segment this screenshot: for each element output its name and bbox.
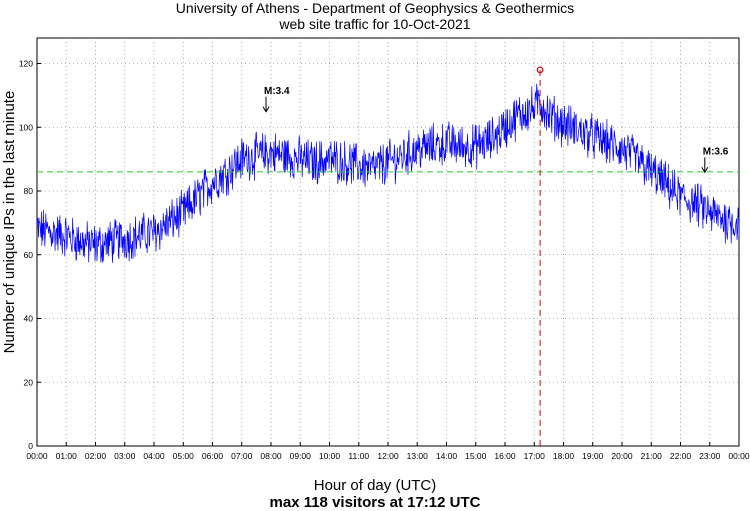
chart-title: University of Athens - Department of Geo… bbox=[175, 0, 575, 16]
y-tick-label: 0 bbox=[28, 441, 33, 451]
x-tick-label: 08:00 bbox=[260, 451, 282, 461]
x-tick-label: 17:00 bbox=[524, 451, 546, 461]
x-tick-label: 04:00 bbox=[143, 451, 165, 461]
annotation-label: M:3.4 bbox=[264, 86, 290, 97]
y-tick-label: 40 bbox=[24, 314, 34, 324]
chart-subtitle: web site traffic for 10-Oct-2021 bbox=[279, 16, 471, 32]
annotation-arrow-head bbox=[262, 106, 270, 113]
max-point-marker bbox=[536, 66, 544, 74]
x-tick-label: 19:00 bbox=[582, 451, 604, 461]
x-tick-label: 06:00 bbox=[202, 451, 224, 461]
y-tick-label: 20 bbox=[24, 377, 34, 387]
y-tick-label: 100 bbox=[19, 122, 33, 132]
y-tick-label: 60 bbox=[24, 250, 34, 260]
x-tick-label: 10:00 bbox=[319, 451, 341, 461]
max-visitors-caption: max 118 visitors at 17:12 UTC bbox=[269, 494, 481, 511]
traffic-series-line bbox=[36, 83, 740, 264]
y-tick-label: 120 bbox=[19, 59, 33, 69]
x-tick-label: 01:00 bbox=[56, 451, 78, 461]
x-tick-label: 18:00 bbox=[553, 451, 575, 461]
x-tick-label: 05:00 bbox=[173, 451, 195, 461]
x-tick-label: 23:00 bbox=[699, 451, 721, 461]
x-tick-label: 20:00 bbox=[611, 451, 633, 461]
x-tick-label: 13:00 bbox=[407, 451, 429, 461]
x-tick-label: 16:00 bbox=[494, 451, 516, 461]
x-tick-label: 14:00 bbox=[436, 451, 458, 461]
x-tick-label: 07:00 bbox=[231, 451, 253, 461]
x-tick-label: 03:00 bbox=[114, 451, 136, 461]
x-tick-label: 00:00 bbox=[728, 451, 750, 461]
x-tick-label: 00:00 bbox=[26, 451, 48, 461]
x-tick-label: 09:00 bbox=[290, 451, 312, 461]
x-tick-label: 15:00 bbox=[465, 451, 487, 461]
x-tick-label: 02:00 bbox=[85, 451, 107, 461]
x-tick-label: 12:00 bbox=[377, 451, 399, 461]
x-axis-label: Hour of day (UTC) bbox=[313, 477, 437, 494]
y-tick-label: 80 bbox=[24, 186, 34, 196]
x-tick-label: 21:00 bbox=[641, 451, 663, 461]
annotation-label: M:3.6 bbox=[703, 146, 729, 157]
x-tick-label: 22:00 bbox=[670, 451, 692, 461]
x-tick-label: 11:00 bbox=[348, 451, 369, 461]
annotation-arrow-head bbox=[701, 167, 709, 174]
